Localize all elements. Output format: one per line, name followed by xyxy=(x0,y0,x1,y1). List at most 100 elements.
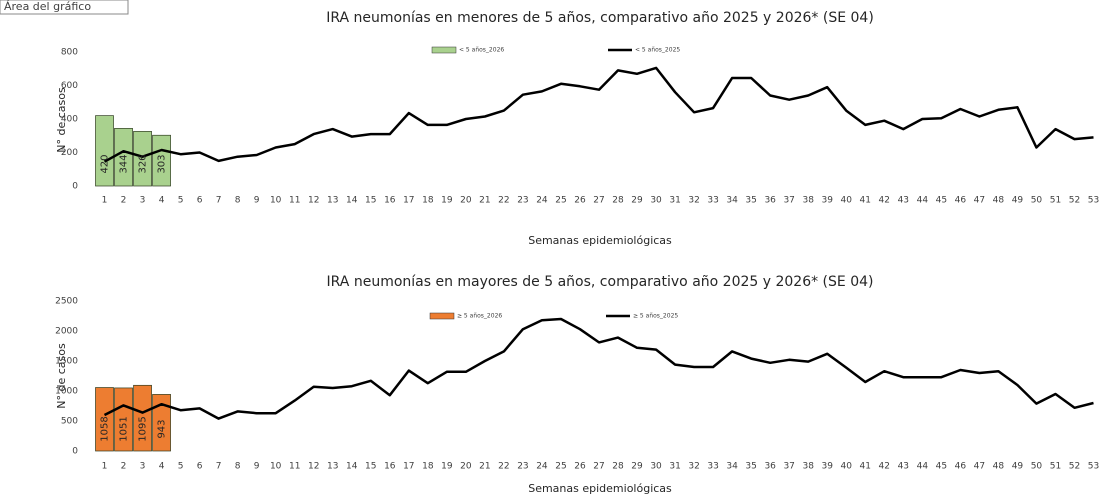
x-tick-label: 39 xyxy=(821,462,833,472)
x-tick-label: 4 xyxy=(159,196,165,206)
x-tick-label: 9 xyxy=(254,196,260,206)
x-tick-label: 38 xyxy=(802,462,814,472)
x-tick-label: 27 xyxy=(593,462,604,472)
x-axis-title: Semanas epidemiológicas xyxy=(528,482,672,495)
x-tick-label: 53 xyxy=(1088,196,1099,206)
x-tick-label: 28 xyxy=(612,462,624,472)
legend-swatch xyxy=(429,312,455,320)
x-tick-label: 25 xyxy=(555,196,566,206)
x-tick-label: 34 xyxy=(726,462,738,472)
x-tick-label: 50 xyxy=(1031,196,1043,206)
legend-label: < 5 años_2026 xyxy=(459,47,504,54)
x-tick-label: 12 xyxy=(308,462,319,472)
x-tick-label: 13 xyxy=(327,196,338,206)
x-tick-label: 24 xyxy=(536,462,548,472)
line xyxy=(103,317,1094,420)
x-tick-label: 23 xyxy=(517,196,528,206)
x-tick-label: 7 xyxy=(216,462,222,472)
x-tick-label: 6 xyxy=(197,196,203,206)
x-tick-label: 47 xyxy=(974,196,985,206)
x-tick-label: 18 xyxy=(422,462,434,472)
bar xyxy=(95,115,114,187)
x-tick-label: 14 xyxy=(346,462,358,472)
x-tick-label: 46 xyxy=(955,196,967,206)
legend-swatch xyxy=(431,46,457,54)
y-tick-label: 600 xyxy=(61,81,78,91)
x-tick-label: 11 xyxy=(289,462,300,472)
x-tick-label: 33 xyxy=(707,462,718,472)
x-tick-label: 40 xyxy=(841,196,853,206)
x-tick-label: 14 xyxy=(346,196,358,206)
bar xyxy=(133,131,152,187)
x-tick-label: 5 xyxy=(178,462,184,472)
x-tick-label: 9 xyxy=(254,462,260,472)
x-tick-label: 27 xyxy=(593,196,604,206)
x-tick-label: 34 xyxy=(726,196,738,206)
x-tick-label: 8 xyxy=(235,196,241,206)
x-tick-label: 39 xyxy=(821,196,833,206)
x-tick-label: 51 xyxy=(1050,462,1061,472)
data-label: 303 xyxy=(157,154,168,173)
line xyxy=(103,66,1094,163)
x-tick-label: 2 xyxy=(121,462,127,472)
y-tick-label: 2500 xyxy=(55,297,78,307)
x-tick-label: 35 xyxy=(745,196,756,206)
x-tick-label: 21 xyxy=(479,462,490,472)
y-axis-title: N° de casos xyxy=(55,343,68,409)
x-tick-label: 17 xyxy=(403,462,414,472)
x-tick-label: 47 xyxy=(974,462,985,472)
x-tick-label: 15 xyxy=(365,462,376,472)
x-tick-label: 41 xyxy=(860,462,871,472)
x-tick-label: 15 xyxy=(365,196,376,206)
bar xyxy=(133,384,152,452)
x-tick-label: 20 xyxy=(460,462,472,472)
x-tick-label: 19 xyxy=(441,196,453,206)
y-tick-label: 1500 xyxy=(55,357,78,367)
x-tick-label: 3 xyxy=(140,462,146,472)
legend-label: < 5 años_2025 xyxy=(635,47,680,54)
x-tick-label: 12 xyxy=(308,196,319,206)
y-tick-label: 0 xyxy=(72,182,78,192)
x-tick-label: 40 xyxy=(841,462,853,472)
x-tick-label: 24 xyxy=(536,196,548,206)
x-tick-label: 2 xyxy=(121,196,127,206)
x-tick-label: 41 xyxy=(860,196,871,206)
legend-label: ≥ 5 años_2025 xyxy=(633,313,678,320)
x-tick-label: 1 xyxy=(102,196,108,206)
x-tick-label: 20 xyxy=(460,196,472,206)
y-tick-label: 2000 xyxy=(55,327,78,337)
y-tick-label: 800 xyxy=(61,48,78,58)
x-tick-label: 32 xyxy=(688,196,699,206)
x-tick-label: 48 xyxy=(993,462,1005,472)
data-label: 420 xyxy=(100,154,111,173)
data-label: 1058 xyxy=(100,416,111,441)
x-tick-label: 52 xyxy=(1069,196,1080,206)
x-tick-label: 25 xyxy=(555,462,566,472)
data-label: 1095 xyxy=(138,416,149,441)
tooltip: Área del gráfico xyxy=(4,0,91,13)
x-tick-label: 32 xyxy=(688,462,699,472)
x-tick-label: 22 xyxy=(498,462,509,472)
y-tick-label: 400 xyxy=(61,115,78,125)
x-tick-label: 49 xyxy=(1012,196,1024,206)
x-tick-label: 7 xyxy=(216,196,222,206)
x-tick-label: 44 xyxy=(917,462,929,472)
bar xyxy=(95,387,114,452)
x-tick-label: 13 xyxy=(327,462,338,472)
x-tick-label: 1 xyxy=(102,462,108,472)
x-tick-label: 33 xyxy=(707,196,718,206)
x-tick-label: 4 xyxy=(159,462,165,472)
y-axis-title: N° de casos xyxy=(55,87,68,153)
x-tick-label: 38 xyxy=(802,196,814,206)
x-tick-label: 30 xyxy=(650,196,662,206)
x-tick-label: 42 xyxy=(879,462,890,472)
x-tick-label: 45 xyxy=(936,196,947,206)
y-tick-label: 500 xyxy=(61,417,78,427)
x-tick-label: 52 xyxy=(1069,462,1080,472)
x-tick-label: 53 xyxy=(1088,462,1099,472)
x-axis-title: Semanas epidemiológicas xyxy=(528,234,672,247)
x-tick-label: 35 xyxy=(745,462,756,472)
x-tick-label: 11 xyxy=(289,196,300,206)
